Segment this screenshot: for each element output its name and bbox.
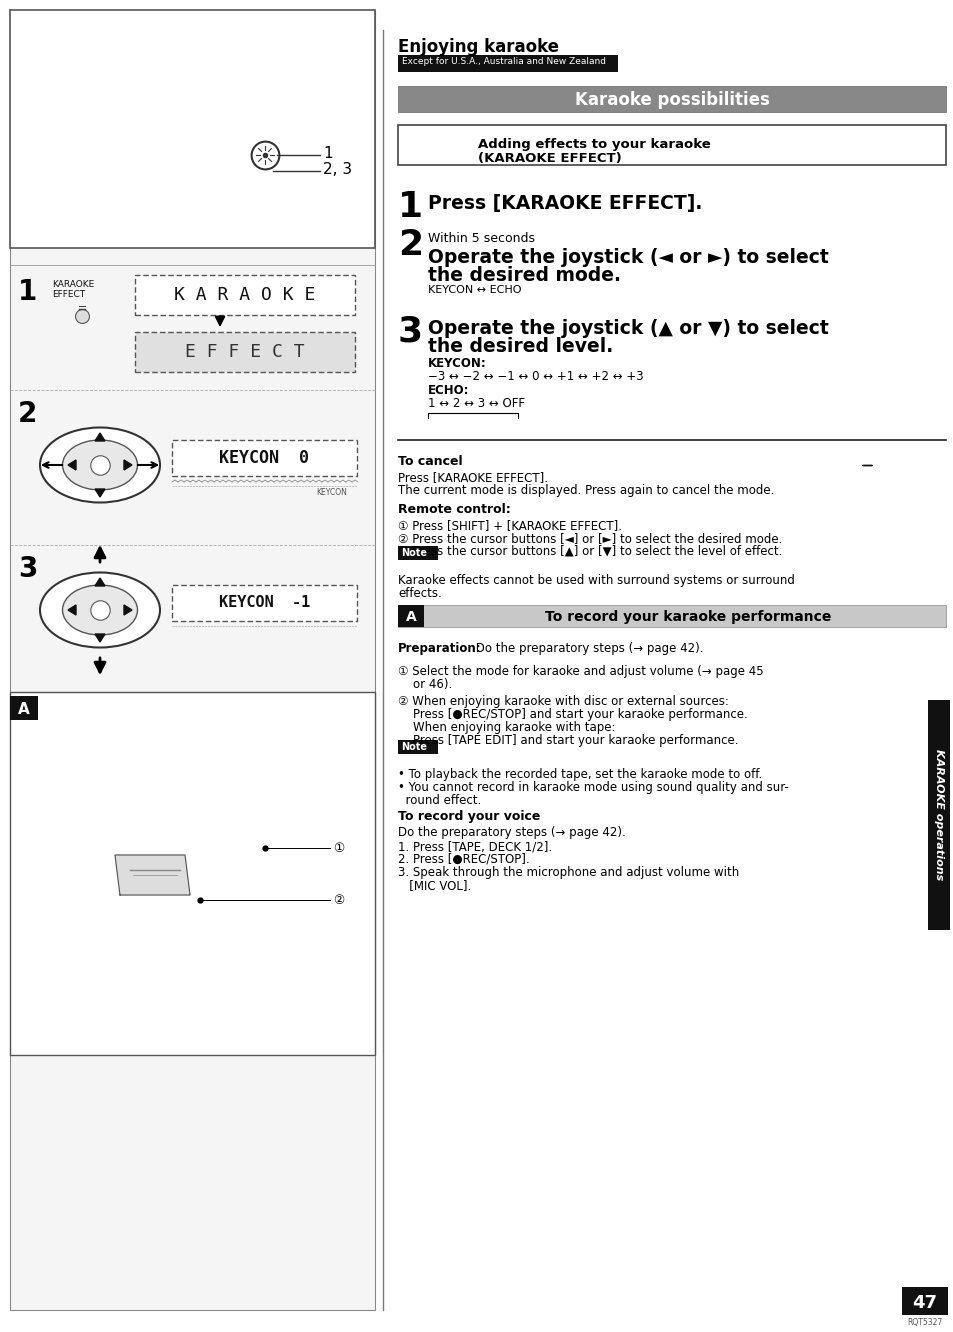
Text: Karaoke possibilities: Karaoke possibilities (574, 91, 769, 109)
Text: K A R A O K E: K A R A O K E (174, 286, 315, 304)
Text: 3. Speak through the microphone and adjust volume with: 3. Speak through the microphone and adju… (397, 866, 739, 879)
Text: KEYCON ↔ ECHO: KEYCON ↔ ECHO (428, 285, 521, 294)
Text: Do the preparatory steps (→ page 42).: Do the preparatory steps (→ page 42). (472, 642, 702, 655)
Text: Except for U.S.A., Australia and New Zealand: Except for U.S.A., Australia and New Zea… (401, 57, 605, 67)
Text: 2. Press [●REC/STOP].: 2. Press [●REC/STOP]. (397, 852, 529, 866)
Text: ①: ① (333, 842, 344, 855)
Text: 1: 1 (323, 145, 333, 160)
Text: [MIC VOL].: [MIC VOL]. (397, 879, 471, 892)
Text: Karaoke effects cannot be used with surround systems or surround: Karaoke effects cannot be used with surr… (397, 574, 794, 587)
Text: the desired mode.: the desired mode. (428, 266, 620, 285)
Text: KARAOKE operations: KARAOKE operations (933, 750, 943, 880)
Text: A: A (18, 702, 30, 718)
Text: Note: Note (400, 742, 427, 753)
Text: Within 5 seconds: Within 5 seconds (428, 232, 535, 245)
Text: Preparation:: Preparation: (397, 642, 481, 655)
Text: Press [KARAOKE EFFECT].: Press [KARAOKE EFFECT]. (428, 194, 701, 213)
Bar (172, 585, 356, 621)
Polygon shape (95, 433, 105, 441)
Text: Press [TAPE EDIT] and start your karaoke performance.: Press [TAPE EDIT] and start your karaoke… (397, 734, 738, 747)
Text: KEYCON: KEYCON (315, 488, 347, 497)
Bar (397, 741, 437, 754)
Text: KARAOKE
EFFECT: KARAOKE EFFECT (52, 280, 94, 300)
Text: 2: 2 (397, 228, 423, 262)
Bar (10, 693, 375, 1055)
Bar (397, 546, 437, 559)
Ellipse shape (63, 585, 137, 635)
Text: ② When enjoying karaoke with disc or external sources:: ② When enjoying karaoke with disc or ext… (397, 695, 728, 709)
Text: KEYCON  0: KEYCON 0 (219, 449, 309, 468)
Text: Enjoying karaoke: Enjoying karaoke (397, 39, 558, 56)
Text: 2: 2 (18, 400, 37, 428)
Bar (397, 605, 423, 627)
Ellipse shape (40, 428, 160, 502)
Text: Do the preparatory steps (→ page 42).: Do the preparatory steps (→ page 42). (397, 826, 625, 839)
Polygon shape (95, 489, 105, 497)
Text: 3: 3 (18, 555, 37, 583)
Bar (901, 1287, 947, 1315)
Polygon shape (124, 460, 132, 470)
Text: 1. Press [TAPE, DECK 1/2].: 1. Press [TAPE, DECK 1/2]. (397, 840, 552, 852)
Text: ① Select the mode for karaoke and adjust volume (→ page 45: ① Select the mode for karaoke and adjust… (397, 665, 762, 678)
Text: KEYCON:: KEYCON: (428, 357, 486, 370)
Bar (135, 274, 355, 314)
Text: 47: 47 (911, 1293, 937, 1312)
Text: Press [●REC/STOP] and start your karaoke performance.: Press [●REC/STOP] and start your karaoke… (397, 709, 747, 721)
Polygon shape (68, 460, 76, 470)
Text: To record your karaoke performance: To record your karaoke performance (544, 610, 830, 623)
Polygon shape (124, 605, 132, 615)
Text: ① Press [SHIFT] + [KARAOKE EFFECT].: ① Press [SHIFT] + [KARAOKE EFFECT]. (397, 519, 621, 531)
Bar (397, 87, 945, 112)
Bar (397, 605, 945, 627)
Text: (KARAOKE EFFECT): (KARAOKE EFFECT) (477, 152, 621, 165)
Ellipse shape (40, 573, 160, 647)
Text: 2, 3: 2, 3 (323, 161, 352, 177)
Polygon shape (95, 578, 105, 586)
Text: • To playback the recorded tape, set the karaoke mode to off.: • To playback the recorded tape, set the… (397, 769, 761, 781)
Text: The current mode is displayed. Press again to cancel the mode.: The current mode is displayed. Press aga… (397, 484, 774, 497)
Bar (927, 701, 949, 930)
Text: 3: 3 (397, 314, 423, 349)
Text: KEYCON  -1: KEYCON -1 (218, 595, 310, 610)
Text: Press [KARAOKE EFFECT].: Press [KARAOKE EFFECT]. (397, 472, 547, 484)
Text: To record your voice: To record your voice (397, 810, 539, 823)
Text: Adding effects to your karaoke: Adding effects to your karaoke (477, 139, 710, 151)
Text: effects.: effects. (397, 587, 441, 599)
Bar (135, 332, 355, 372)
Polygon shape (68, 605, 76, 615)
Text: To cancel: To cancel (397, 456, 462, 468)
Text: RQT5327: RQT5327 (906, 1317, 942, 1327)
Text: 1: 1 (18, 278, 37, 306)
Text: E F F E C T: E F F E C T (185, 344, 305, 361)
Text: ③ Press the cursor buttons [▲] or [▼] to select the level of effect.: ③ Press the cursor buttons [▲] or [▼] to… (397, 545, 781, 558)
Text: ② Press the cursor buttons [◄] or [►] to select the desired mode.: ② Press the cursor buttons [◄] or [►] to… (397, 531, 781, 545)
Text: Operate the joystick (◄ or ►) to select: Operate the joystick (◄ or ►) to select (428, 248, 828, 266)
Text: 1 ↔ 2 ↔ 3 ↔ OFF: 1 ↔ 2 ↔ 3 ↔ OFF (428, 397, 524, 410)
Polygon shape (115, 855, 190, 895)
Polygon shape (95, 634, 105, 642)
Bar (10, 11, 375, 1309)
Ellipse shape (63, 440, 137, 490)
Bar (397, 125, 945, 165)
Text: • You cannot record in karaoke mode using sound quality and sur-: • You cannot record in karaoke mode usin… (397, 781, 788, 794)
Text: Operate the joystick (▲ or ▼) to select: Operate the joystick (▲ or ▼) to select (428, 318, 828, 338)
Text: −3 ↔ −2 ↔ −1 ↔ 0 ↔ +1 ↔ +2 ↔ +3: −3 ↔ −2 ↔ −1 ↔ 0 ↔ +1 ↔ +2 ↔ +3 (428, 370, 643, 384)
Bar (397, 55, 618, 72)
Text: ECHO:: ECHO: (428, 384, 469, 397)
Bar (10, 11, 375, 248)
Text: round effect.: round effect. (397, 794, 480, 807)
Text: or 46).: or 46). (397, 678, 452, 691)
Text: 1: 1 (397, 190, 423, 224)
Text: ②: ② (333, 894, 344, 907)
Text: A: A (405, 610, 416, 623)
Bar (10, 697, 38, 721)
Text: Remote control:: Remote control: (397, 503, 510, 515)
Text: the desired level.: the desired level. (428, 337, 613, 356)
Bar (172, 440, 356, 476)
Text: Note: Note (400, 547, 427, 558)
Text: When enjoying karaoke with tape:: When enjoying karaoke with tape: (397, 721, 615, 734)
